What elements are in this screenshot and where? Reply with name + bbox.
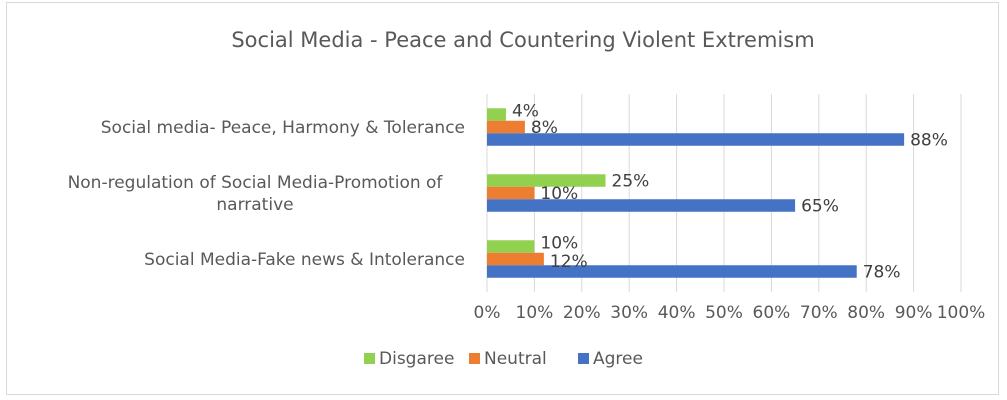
bar-neutral-1 [487,186,535,200]
legend-swatch-neutral [469,353,480,364]
legend-label: Agree [593,349,643,369]
bar-agree-0 [487,133,905,146]
category-label: Non-regulation of Social Media-Promotion… [68,173,444,215]
legend-label: Disgaree [379,349,454,369]
bar-agree-2 [487,265,857,278]
x-tick-label: 50% [705,303,743,323]
legend-swatch-agree [578,353,589,364]
legend-swatch-disgaree [364,353,375,364]
data-label: 25% [612,172,650,192]
bars [487,108,905,278]
data-label: 4% [512,102,539,122]
data-labels: 4%8%88%25%10%65%10%12%78% [512,102,948,283]
data-label: 8% [531,118,558,138]
data-label: 12% [550,252,588,272]
data-label: 65% [801,197,839,217]
category-labels: Social media- Peace, Harmony & Tolerance… [68,118,465,270]
legend: Disgaree Neutral Agree [364,349,643,369]
x-tick-label: 80% [847,303,885,323]
category-label: Social Media-Fake news & Intolerance [144,250,465,270]
bar-neutral-2 [487,252,544,266]
data-label: 10% [540,184,578,204]
x-axis-ticks: 0% 10% 20% 30% 40% 50% 60% 70% 80% 90% 100% [474,303,986,323]
x-tick-label: 60% [753,303,791,323]
bar-disgaree-0 [487,108,506,121]
x-tick-label: 90% [895,303,933,323]
x-tick-label: 100% [937,303,986,323]
x-tick-label: 30% [610,303,648,323]
x-tick-label: 70% [800,303,838,323]
x-tick-label: 40% [658,303,696,323]
x-tick-label: 20% [563,303,601,323]
x-tick-label: 0% [474,303,501,323]
legend-label: Neutral [484,349,547,369]
x-tick-label: 10% [516,303,554,323]
data-label: 78% [863,263,901,283]
category-label: Social media- Peace, Harmony & Tolerance [101,118,465,138]
bar-disgaree-2 [487,240,535,253]
bar-neutral-0 [487,120,525,134]
chart-title: Social Media - Peace and Countering Viol… [231,28,814,52]
bar-disgaree-1 [487,174,606,187]
data-label: 10% [540,234,578,254]
bar-agree-1 [487,199,796,212]
data-label: 88% [910,131,948,151]
